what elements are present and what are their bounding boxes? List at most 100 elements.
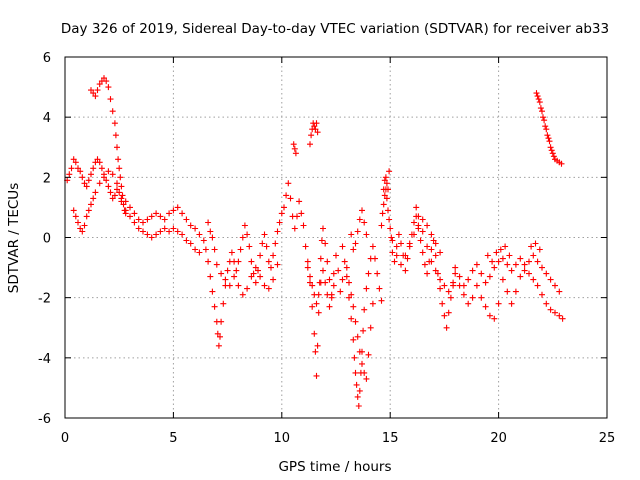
data-point [465,276,472,283]
data-point [135,216,142,223]
data-point [478,270,485,277]
data-point [415,222,422,229]
data-point [207,273,214,280]
data-point [389,249,396,256]
data-point [205,219,212,226]
data-point [115,156,122,163]
data-point [330,282,337,289]
data-point [482,303,489,310]
data-point [312,348,319,355]
data-point [473,282,480,289]
data-point [437,276,444,283]
data-point [166,228,173,235]
data-point [559,315,566,322]
data-point [248,273,255,280]
data-point [252,279,259,286]
data-point [432,267,439,274]
data-point [135,225,142,232]
data-point [226,282,233,289]
data-point [350,303,357,310]
data-point [359,360,365,367]
data-point [131,219,138,226]
data-point [361,369,368,376]
data-point [552,282,558,289]
data-point [202,246,209,253]
data-point [437,285,444,292]
x-tick-label: 25 [599,431,616,446]
data-point [281,204,287,211]
data-point [350,246,357,253]
data-point [315,309,322,316]
data-point [233,267,240,274]
data-point [105,183,112,190]
data-point [70,207,77,214]
data-point [308,132,315,139]
data-point [545,135,552,142]
data-point [309,303,316,310]
y-tick-label: -6 [38,412,51,427]
data-point [493,249,500,256]
chart-title: Day 326 of 2019, Sidereal Day-to-day VTE… [61,21,609,37]
data-point [469,294,476,301]
data-point [96,159,103,166]
data-point [309,282,316,289]
data-point [101,174,107,181]
data-point [352,318,359,325]
data-point [209,288,216,295]
data-point [517,255,524,262]
data-point [209,234,216,241]
data-point [478,294,485,301]
data-point [313,372,320,379]
data-point [196,249,203,256]
data-point [127,204,133,211]
data-point [90,165,97,172]
data-point [452,264,459,271]
data-point [537,105,544,112]
data-point [419,249,426,256]
data-point [424,243,431,250]
data-point [161,216,168,223]
y-tick-label: 4 [43,111,51,126]
y-tick-label: -4 [38,352,51,367]
data-point [68,165,75,172]
data-point [326,303,333,310]
data-point [533,90,540,97]
data-point [170,207,177,214]
data-point [313,120,320,127]
data-point [90,195,97,202]
data-point [517,273,524,280]
data-point [320,225,326,232]
data-point [239,291,246,298]
data-point [548,147,555,154]
data-point [541,117,548,124]
data-point [445,309,452,316]
data-point [166,210,173,217]
data-point [539,291,545,298]
data-point [339,243,346,250]
data-point [287,195,294,202]
data-point [508,300,515,307]
data-point [526,270,532,277]
x-tick-label: 10 [274,431,291,446]
data-point [200,237,207,244]
data-point [543,300,550,307]
data-point [441,312,448,319]
data-point [386,216,393,223]
data-point [415,213,422,220]
data-point [103,78,110,85]
data-point [346,279,352,286]
data-point [546,138,553,145]
data-point [174,204,181,211]
data-point [393,243,400,250]
data-point [491,264,498,271]
data-point [211,246,218,253]
data-point [365,270,372,277]
data-point [270,252,277,259]
data-point [111,192,118,199]
data-point [393,252,400,259]
data-point [469,267,476,274]
data-point [291,225,298,232]
data-point [341,258,348,265]
data-point [540,114,546,121]
data-point [352,240,359,247]
